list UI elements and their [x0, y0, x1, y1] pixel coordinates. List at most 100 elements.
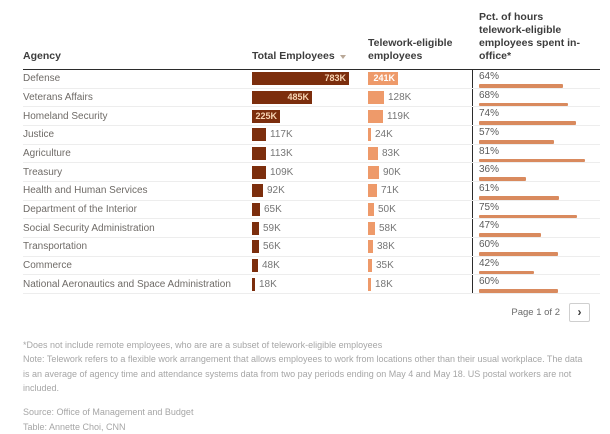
next-page-button[interactable]: › — [569, 302, 590, 322]
total-employees-cell: 48K — [252, 258, 368, 272]
total-employees-value: 56K — [263, 241, 281, 253]
column-header-total-label: Total Employees — [252, 50, 335, 62]
pct-in-office-cell: 74% — [472, 107, 600, 125]
table-row: Homeland Security 225K 119K 74% — [23, 107, 600, 126]
pct-in-office-value: 81% — [479, 145, 500, 157]
telework-eligible-value: 83K — [382, 147, 400, 159]
table-row: Agriculture 113K 83K 81% — [23, 144, 600, 164]
agency-name: Veterans Affairs — [23, 91, 93, 103]
table-row: Health and Human Services 92K 71K 61% — [23, 181, 600, 201]
telework-eligible-bar — [368, 184, 377, 198]
telework-eligible-cell: 38K — [368, 240, 472, 254]
total-employees-bar — [252, 258, 258, 272]
telework-eligible-value: 71K — [381, 185, 399, 197]
total-employees-bar: 485K — [252, 90, 312, 104]
pct-in-office-cell: 68% — [472, 88, 600, 107]
agency-name: Defense — [23, 73, 61, 85]
telework-eligible-bar — [368, 128, 371, 142]
pct-in-office-cell: 42% — [472, 256, 600, 275]
pct-in-office-value: 60% — [479, 276, 500, 288]
chevron-right-icon: › — [577, 305, 582, 320]
agency-name: Department of the Interior — [23, 203, 137, 215]
pct-in-office-bar — [479, 177, 526, 181]
agency-telework-table: Agency Total Employees Telework-eligible… — [23, 0, 600, 294]
pct-in-office-value: 42% — [479, 257, 500, 269]
total-employees-cell: 59K — [252, 221, 368, 235]
total-employees-bar — [252, 128, 266, 142]
telework-eligible-value: 18K — [375, 278, 393, 290]
total-employees-bar — [252, 184, 263, 198]
telework-eligible-cell: 35K — [368, 258, 472, 272]
telework-eligible-cell: 58K — [368, 221, 472, 235]
telework-eligible-cell: 90K — [368, 165, 472, 179]
agency-name: Commerce — [23, 259, 72, 271]
total-employees-cell: 109K — [252, 165, 368, 179]
table-row: Treasury 109K 90K 36% — [23, 163, 600, 182]
telework-eligible-cell: 119K — [368, 109, 472, 123]
telework-eligible-cell: 83K — [368, 146, 472, 160]
telework-eligible-bar — [368, 258, 372, 272]
telework-eligible-cell: 50K — [368, 202, 472, 216]
pct-in-office-cell: 61% — [472, 181, 600, 200]
total-employees-cell: 117K — [252, 128, 368, 142]
table-row: Commerce 48K 35K 42% — [23, 256, 600, 276]
telework-eligible-bar — [368, 109, 383, 123]
pct-in-office-cell: 47% — [472, 219, 600, 237]
table-row: Veterans Affairs 485K 128K 68% — [23, 88, 600, 108]
column-header-pct-in-office: Pct. of hours telework-eligible employee… — [472, 11, 600, 63]
total-employees-value: 48K — [262, 259, 280, 271]
pct-in-office-value: 75% — [479, 201, 500, 213]
telework-eligible-cell: 24K — [368, 128, 472, 142]
telework-eligible-bar: 241K — [368, 72, 398, 86]
table-row: Defense 783K 241K 64% — [23, 70, 600, 89]
total-employees-cell: 113K — [252, 146, 368, 160]
pct-in-office-cell: 60% — [472, 275, 600, 293]
total-employees-cell: 92K — [252, 184, 368, 198]
telework-eligible-bar — [368, 221, 375, 235]
agency-name: Treasury — [23, 166, 63, 178]
table-row: Justice 117K 24K 57% — [23, 125, 600, 145]
sort-descending-icon[interactable] — [339, 54, 346, 59]
total-employees-bar — [252, 240, 259, 254]
total-employees-value: 117K — [270, 129, 293, 141]
column-header-total-employees[interactable]: Total Employees — [252, 50, 368, 63]
total-employees-value: 113K — [270, 147, 293, 159]
total-employees-bar — [252, 277, 255, 291]
total-employees-cell: 225K — [252, 109, 368, 123]
telework-eligible-value: 90K — [383, 166, 401, 178]
pct-in-office-bar — [479, 139, 554, 144]
footnote-spacer — [23, 395, 586, 405]
pct-in-office-bar — [479, 121, 576, 125]
pct-in-office-value: 60% — [479, 238, 500, 250]
telework-eligible-bar — [368, 202, 374, 216]
pct-in-office-bar — [479, 289, 558, 293]
pct-in-office-bar — [479, 214, 577, 219]
pct-in-office-cell: 81% — [472, 144, 600, 163]
agency-name: Agriculture — [23, 147, 71, 159]
pct-in-office-cell: 57% — [472, 125, 600, 144]
pct-in-office-value: 47% — [479, 220, 500, 232]
pct-in-office-bar — [479, 84, 563, 88]
table-row: National Aeronautics and Space Administr… — [23, 275, 600, 294]
telework-eligible-value: 128K — [388, 91, 412, 103]
total-employees-value: 18K — [259, 278, 277, 290]
pct-in-office-cell: 60% — [472, 237, 600, 256]
total-employees-bar: 783K — [252, 72, 349, 86]
pct-in-office-value: 68% — [479, 89, 500, 101]
telework-eligible-cell: 71K — [368, 184, 472, 198]
footnote-note: Note: Telework refers to a flexible work… — [23, 354, 583, 394]
total-employees-value: 59K — [263, 222, 281, 234]
credit-line: Table: Annette Choi, CNN — [23, 421, 126, 432]
agency-name: National Aeronautics and Space Administr… — [23, 278, 231, 290]
telework-eligible-value: 50K — [378, 203, 396, 215]
agency-name: Justice — [23, 129, 55, 141]
total-employees-bar — [252, 165, 266, 179]
telework-eligible-value: 38K — [377, 241, 395, 253]
total-employees-value: 92K — [267, 185, 285, 197]
table-row: Transportation 56K 38K 60% — [23, 237, 600, 257]
pct-in-office-cell: 36% — [472, 163, 600, 181]
pct-in-office-cell: 75% — [472, 200, 600, 219]
total-employees-value: 109K — [270, 166, 294, 178]
total-employees-bar: 225K — [252, 109, 280, 123]
pct-in-office-value: 61% — [479, 182, 500, 194]
